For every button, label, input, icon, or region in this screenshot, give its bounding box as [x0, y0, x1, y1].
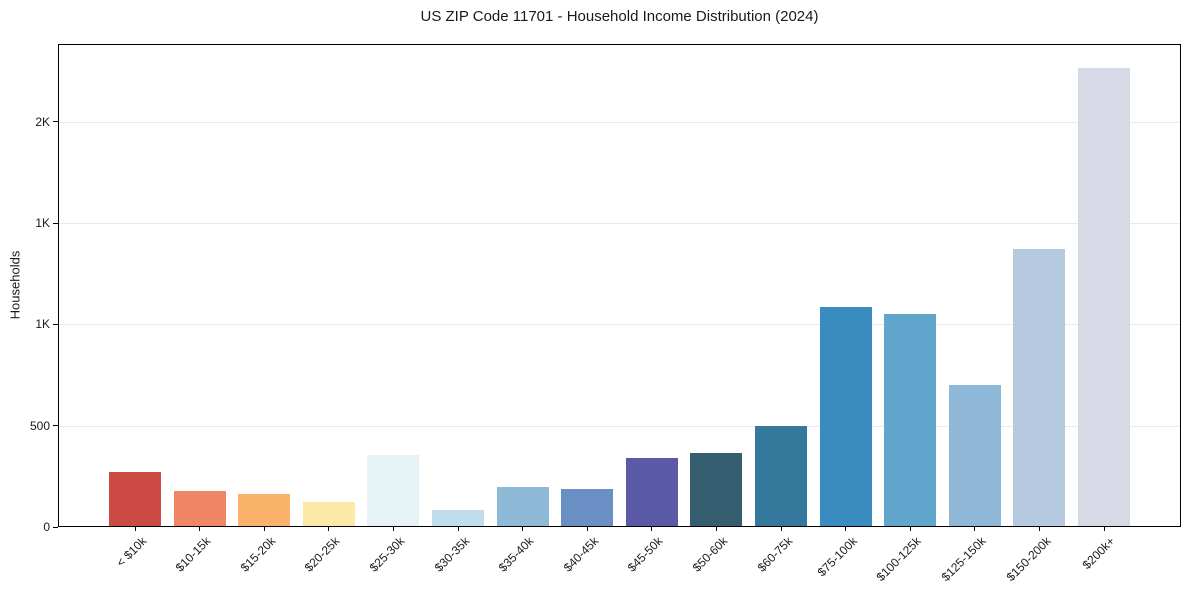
x-tick-mark: [715, 527, 717, 531]
y-tick-label: 1K: [35, 216, 50, 231]
x-tick-label-text: $20-25k: [302, 534, 343, 575]
bar: [109, 472, 161, 527]
bar: [367, 455, 420, 527]
x-tick-mark: [392, 527, 394, 531]
x-tick-label-text: $50-60k: [689, 534, 731, 575]
y-tick-mark: [53, 425, 58, 427]
x-tick-label-text: $150-200k: [1003, 534, 1054, 585]
bar: [432, 509, 484, 527]
x-tick-mark: [909, 527, 911, 531]
bar: [173, 490, 226, 527]
y-tick-mark: [53, 323, 58, 325]
y-tick-mark: [53, 222, 58, 224]
bar: [1013, 248, 1066, 527]
x-tick-mark: [1103, 527, 1105, 531]
x-tick-label-text: $10-15k: [172, 534, 214, 575]
chart-title: US ZIP Code 11701 - Household Income Dis…: [420, 8, 819, 25]
x-tick-label-text: $30-35k: [431, 534, 472, 575]
y-tick-label: 1K: [35, 317, 50, 332]
plot-area: [58, 44, 1181, 527]
bar: [238, 493, 291, 527]
x-tick-label-text: $60-75k: [754, 534, 795, 575]
x-tick-label-text: < $10k: [113, 534, 149, 570]
x-tick-mark: [845, 527, 847, 531]
y-tick-label: 2K: [35, 114, 50, 129]
gridline: [58, 324, 1181, 326]
bar: [302, 501, 355, 527]
x-tick-label-text: $35-40k: [495, 534, 537, 575]
x-tick-label-text: $15-20k: [237, 534, 279, 575]
x-tick-mark: [974, 527, 976, 531]
bar: [1078, 68, 1130, 527]
bar: [884, 314, 937, 527]
bar: [690, 453, 743, 527]
x-tick-label-text: $40-45k: [560, 534, 602, 575]
y-tick-label: 500: [29, 418, 50, 433]
x-tick-mark: [328, 527, 330, 531]
x-tick-label-text: $45-50k: [625, 534, 666, 575]
x-tick-mark: [651, 527, 653, 531]
bar: [561, 488, 614, 527]
bar: [819, 307, 872, 527]
y-tick-label: 0: [43, 520, 50, 534]
bar: [625, 458, 678, 527]
bar: [948, 385, 1001, 527]
x-tick-mark: [263, 527, 265, 531]
gridline: [58, 223, 1181, 225]
x-tick-mark: [199, 527, 201, 531]
x-tick-label-text: $125-150k: [938, 534, 989, 585]
y-tick-mark: [53, 526, 58, 528]
gridline: [58, 425, 1181, 427]
x-tick-label-text: $100-125k: [874, 534, 925, 585]
x-tick-mark: [522, 527, 524, 531]
x-tick-mark: [134, 527, 136, 531]
gridline: [58, 121, 1181, 123]
x-tick-label-text: $75-100k: [814, 534, 860, 580]
bar: [755, 425, 807, 527]
x-tick-mark: [1038, 527, 1040, 531]
x-tick-mark: [457, 527, 459, 531]
x-tick-mark: [586, 527, 588, 531]
x-tick-label-text: $200k+: [1079, 534, 1118, 572]
bar: [496, 486, 549, 527]
y-tick-mark: [53, 121, 58, 123]
y-axis-label: Households: [7, 250, 23, 320]
x-tick-label-text: $25-30k: [366, 534, 408, 575]
x-tick-mark: [780, 527, 782, 531]
